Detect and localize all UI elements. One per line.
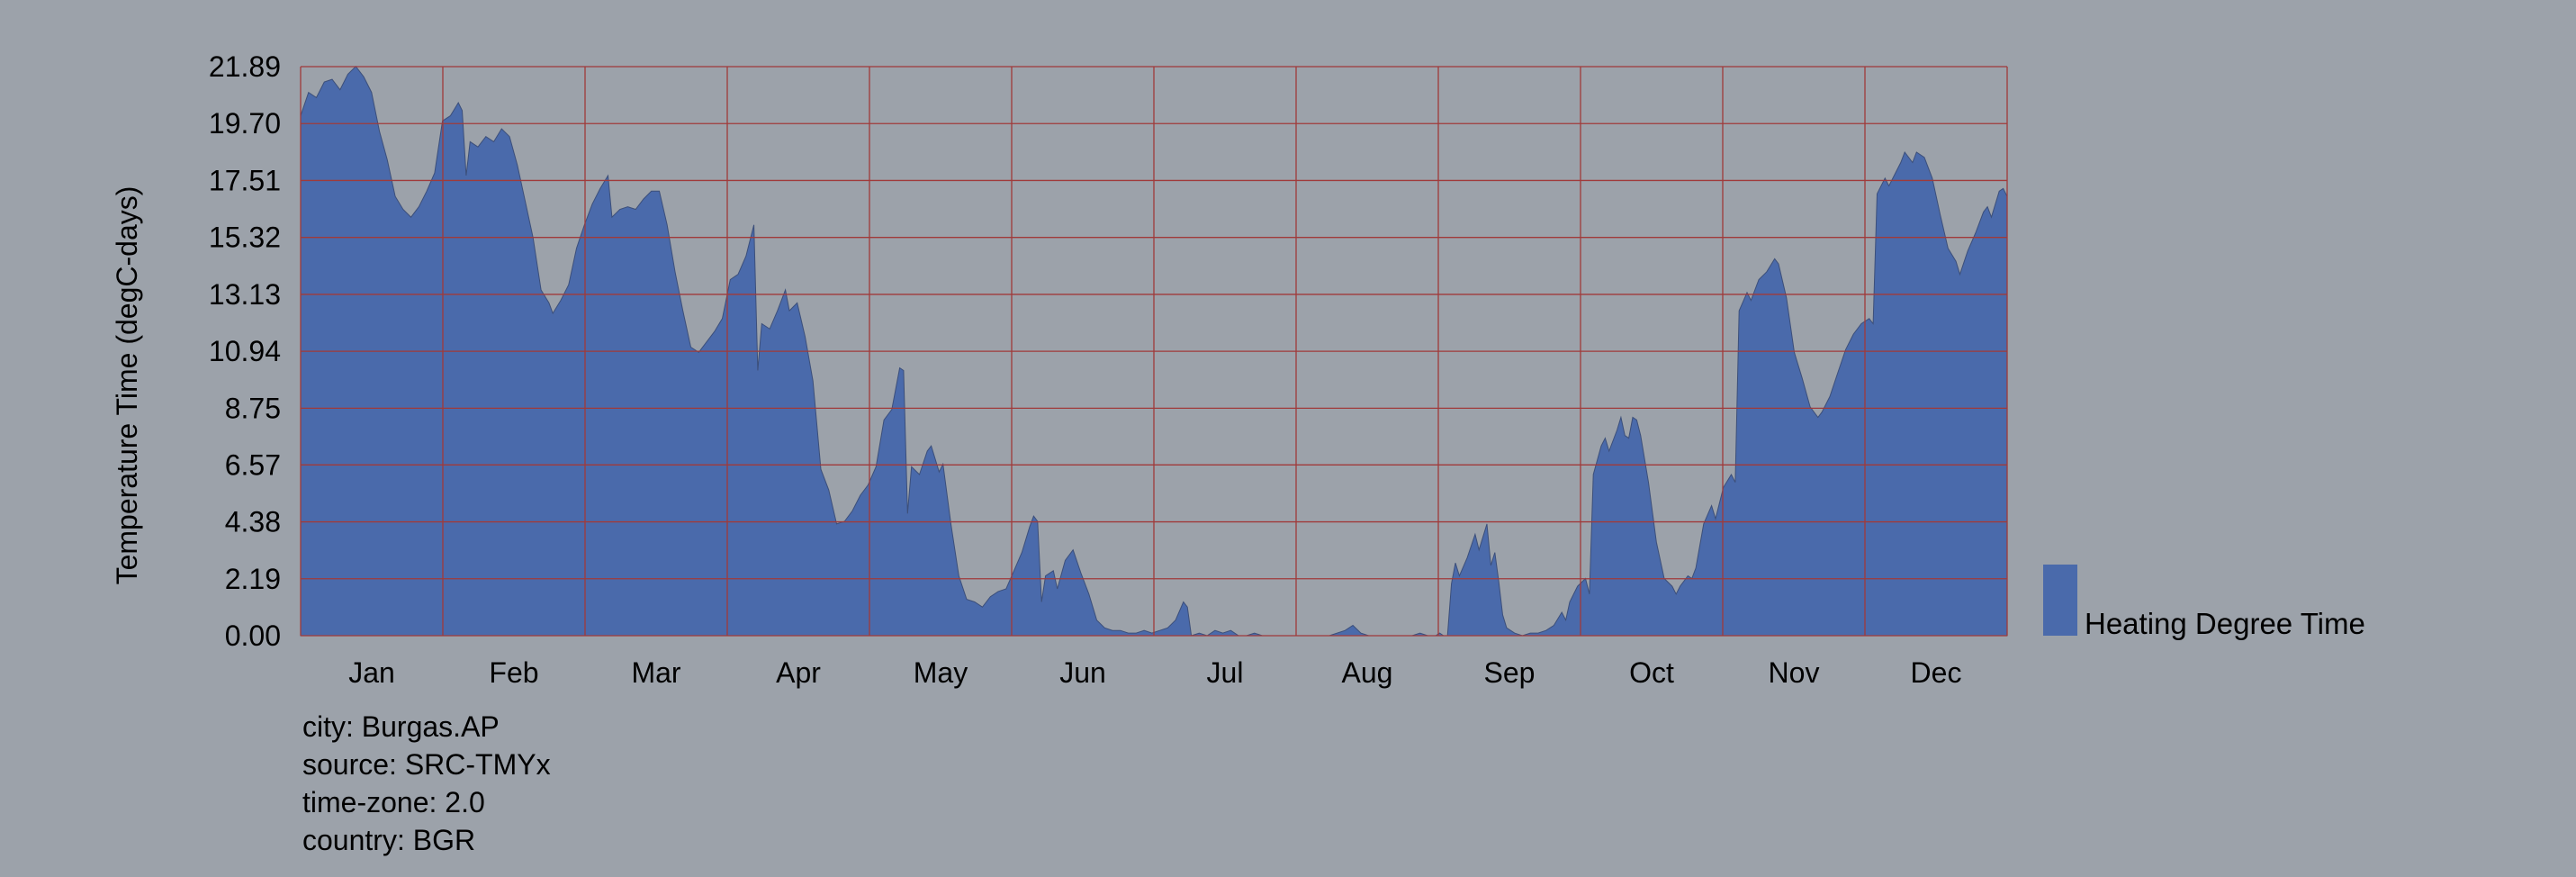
legend-label: Heating Degree Time bbox=[2085, 607, 2365, 640]
y-tick-label: 17.51 bbox=[209, 164, 281, 196]
y-tick-label: 10.94 bbox=[209, 335, 281, 367]
y-tick-label: 2.19 bbox=[225, 563, 281, 595]
x-tick-label: Apr bbox=[776, 656, 821, 689]
y-tick-label: 4.38 bbox=[225, 506, 281, 538]
y-tick-label: 21.89 bbox=[209, 50, 281, 83]
station-metadata: city: Burgas.AP source: SRC-TMYx time-zo… bbox=[302, 708, 551, 859]
y-axis-title: Temperature Time (degC-days) bbox=[111, 186, 143, 585]
x-tick-label: Mar bbox=[631, 656, 680, 689]
x-tick-label: Jul bbox=[1207, 656, 1244, 689]
y-tick-label: 6.57 bbox=[225, 448, 281, 481]
meta-source: source: SRC-TMYx bbox=[302, 746, 551, 783]
x-tick-label: Jun bbox=[1059, 656, 1106, 689]
legend-swatch bbox=[2043, 565, 2077, 636]
meta-country: country: BGR bbox=[302, 821, 551, 859]
x-tick-label: Feb bbox=[489, 656, 538, 689]
meta-city: city: Burgas.AP bbox=[302, 708, 551, 746]
x-tick-label: Nov bbox=[1769, 656, 1820, 689]
x-tick-label: Jan bbox=[348, 656, 395, 689]
x-tick-label: Aug bbox=[1342, 656, 1393, 689]
legend: Heating Degree Time bbox=[2043, 565, 2365, 640]
x-tick-label: Sep bbox=[1484, 656, 1536, 689]
x-tick-label: Oct bbox=[1629, 656, 1674, 689]
y-tick-label: 8.75 bbox=[225, 392, 281, 424]
x-tick-labels: Jan Feb Mar Apr May Jun Jul Aug Sep Oct Nov Dec bbox=[348, 656, 1961, 689]
meta-timezone: time-zone: 2.0 bbox=[302, 783, 551, 821]
y-tick-label: 0.00 bbox=[225, 619, 281, 652]
y-tick-label: 15.32 bbox=[209, 222, 281, 254]
y-tick-label: 19.70 bbox=[209, 107, 281, 140]
y-tick-label: 13.13 bbox=[209, 278, 281, 311]
x-tick-label: Dec bbox=[1911, 656, 1962, 689]
y-tick-labels: 0.00 2.19 4.38 6.57 8.75 10.94 13.13 15.32 17.51… bbox=[209, 50, 281, 652]
x-tick-label: May bbox=[914, 656, 968, 689]
